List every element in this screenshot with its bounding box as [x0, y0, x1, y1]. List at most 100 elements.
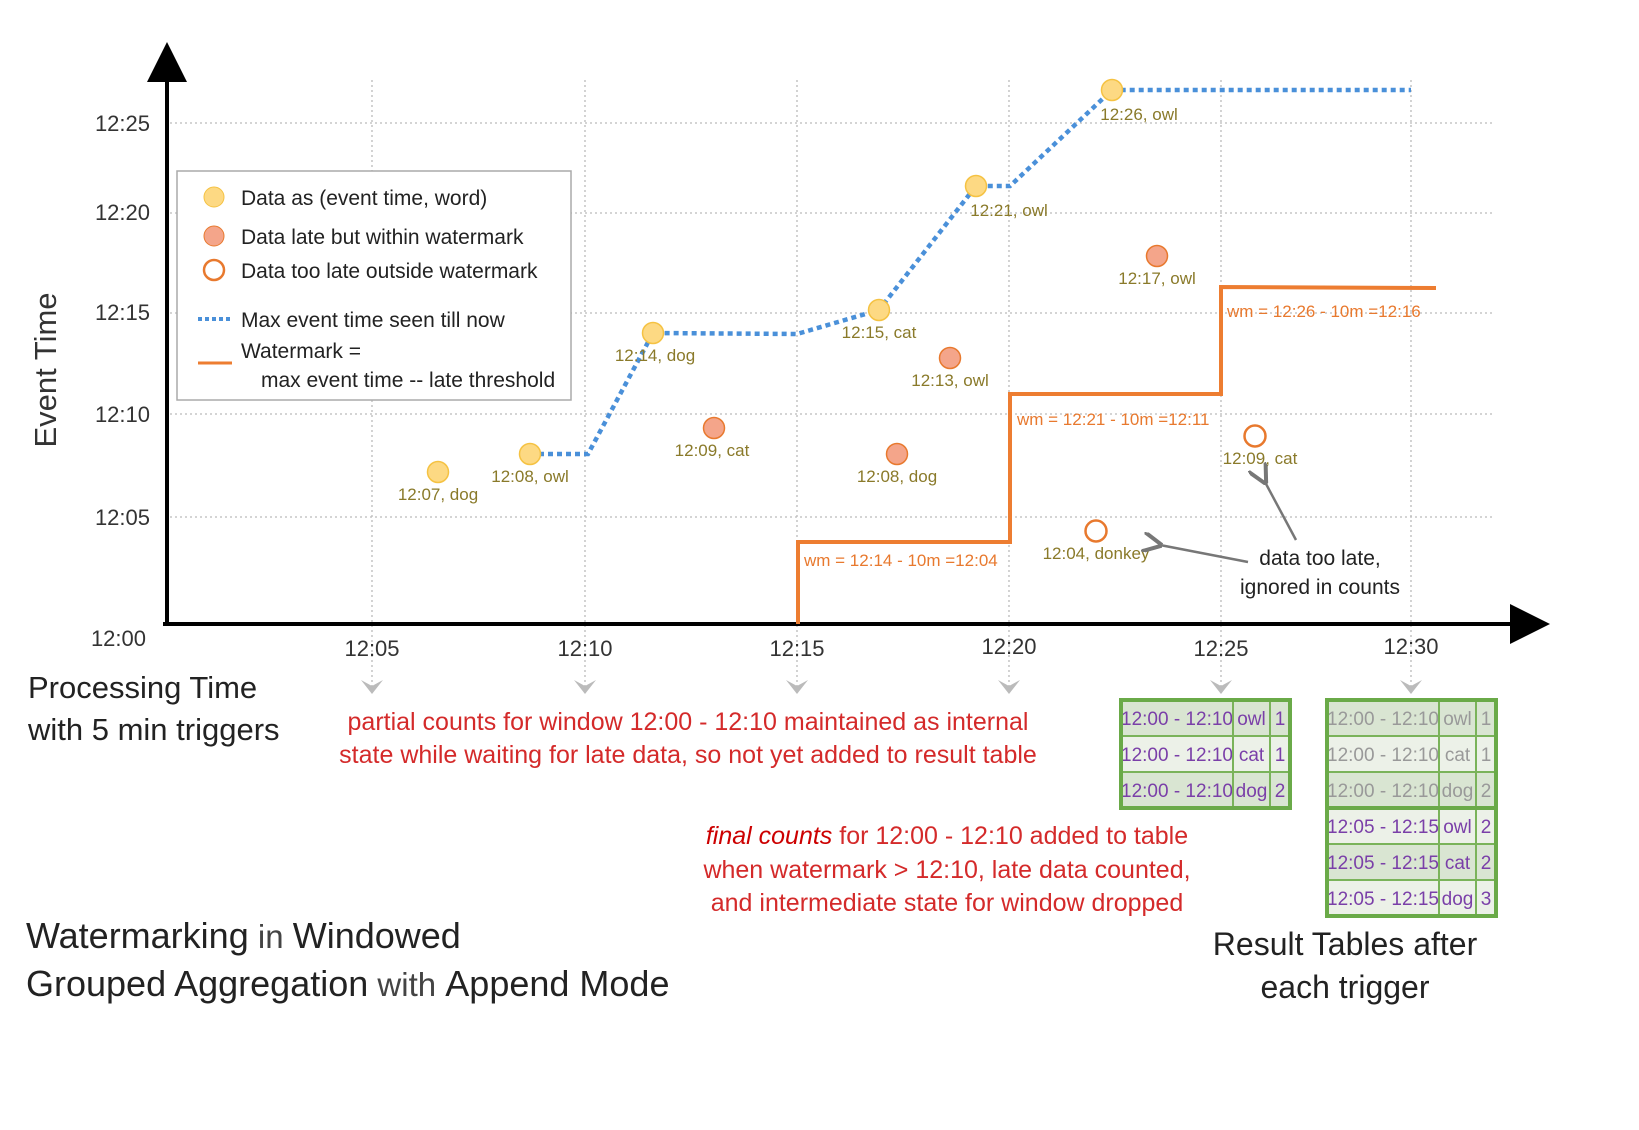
data-point-on-time	[641, 321, 665, 345]
final-counts-note-line1: final counts for 12:00 - 12:10 added to …	[706, 822, 1188, 850]
x-axis-label-line1: Processing Time	[28, 670, 257, 705]
table-cell: dog	[1236, 781, 1268, 802]
data-point-label: 12:09, cat	[675, 441, 750, 460]
table-cell: owl	[1443, 709, 1472, 730]
max-event-time-line	[530, 87, 1411, 457]
result-table-12-25: 12:00 - 12:10 owl 112:00 - 12:10 cat 112:00 …	[1119, 698, 1292, 810]
table-cell: cat	[1239, 745, 1265, 766]
data-point-late	[885, 442, 909, 466]
table-cell: 12:05 - 12:15	[1327, 853, 1439, 874]
late-data-icon	[203, 225, 225, 247]
result-table-12-30: 12:00 - 12:10 owl 112:00 - 12:10 cat 112:00 …	[1325, 698, 1498, 918]
data-point-label: 12:17, owl	[1118, 269, 1196, 288]
table-cell: 12:00 - 12:10	[1327, 745, 1439, 766]
x-axis-label-line2: with 5 min triggers	[27, 712, 280, 747]
table-cell: 12:00 - 12:10	[1121, 745, 1233, 766]
data-point-too-late	[1243, 424, 1267, 448]
watermark-label: wm = 12:26 - 10m =12:16	[1226, 302, 1421, 321]
result-caption-line1: Result Tables after	[1213, 926, 1478, 962]
x-tick: 12:20	[981, 634, 1036, 659]
annotation-arrow	[1160, 545, 1249, 564]
trigger-arrows	[361, 680, 1422, 694]
too-late-data-icon	[202, 258, 226, 282]
svg-text:Data as (event time, word): Data as (event time, word)	[241, 187, 487, 210]
y-tick: 12:05	[95, 505, 150, 530]
x-tick: 12:05	[344, 636, 399, 661]
svg-text:Max event time seen till now: Max event time seen till now	[241, 309, 506, 332]
partial-counts-note-line2: state while waiting for late data, so no…	[339, 741, 1037, 769]
data-point-on-time	[867, 298, 891, 322]
table-cell: dog	[1442, 889, 1474, 910]
table-cell: 12:00 - 12:10	[1327, 709, 1439, 730]
annotation-arrow	[1265, 482, 1298, 541]
too-late-note-line2: ignored in counts	[1240, 576, 1400, 599]
table-cell: 12:00 - 12:10	[1327, 781, 1439, 802]
y-tick: 12:00	[91, 626, 146, 651]
data-point-label: 12:09, cat	[1223, 449, 1298, 468]
data-point-late	[702, 416, 726, 440]
y-tick: 12:10	[95, 402, 150, 427]
data-point-label: 12:15, cat	[842, 323, 917, 342]
result-caption-line2: each trigger	[1261, 969, 1430, 1005]
table-row	[1326, 771, 1497, 809]
table-cell: 1	[1275, 709, 1286, 730]
data-point-on-time	[518, 442, 542, 466]
table-cell: 1	[1481, 745, 1492, 766]
table-cell: 2	[1275, 781, 1286, 802]
watermark-label: wm = 12:21 - 10m =12:11	[1016, 410, 1209, 429]
partial-counts-note-line1: partial counts for window 12:00 - 12:10 …	[348, 708, 1029, 736]
too-late-note-line1: data too late,	[1259, 547, 1380, 570]
on-time-data-icon	[203, 186, 225, 208]
x-tick-labels: 12:05 12:10 12:15 12:20 12:25 12:30	[344, 634, 1438, 661]
diagram-title-line1: Watermarking in Windowed	[26, 915, 461, 956]
data-point-on-time	[1100, 78, 1124, 102]
data-point-label: 12:13, owl	[911, 371, 989, 390]
x-tick: 12:10	[557, 636, 612, 661]
table-cell: 12:05 - 12:15	[1327, 889, 1439, 910]
y-axis-label: Event Time	[28, 292, 63, 447]
data-point-label: 12:08, owl	[491, 467, 569, 486]
table-cell: 3	[1481, 889, 1492, 910]
svg-text:Data late but within watermark: Data late but within watermark	[241, 226, 524, 249]
y-tick: 12:25	[95, 111, 150, 136]
svg-text:max event time -- late thresho: max event time -- late threshold	[261, 369, 555, 392]
data-point-late	[938, 346, 962, 370]
y-tick: 12:15	[95, 300, 150, 325]
x-tick: 12:25	[1193, 636, 1248, 661]
data-points: 12:07, dog 12:08, owl 12:14, dog 12:09, cat…	[398, 78, 1298, 563]
table-cell: 12:05 - 12:15	[1327, 817, 1439, 838]
y-tick-labels: 12:00 12:05 12:10 12:15 12:20 12:25	[91, 111, 150, 651]
data-point-on-time	[426, 460, 450, 484]
data-point-label: 12:21, owl	[970, 201, 1048, 220]
data-point-on-time	[964, 174, 988, 198]
table-cell: 12:00 - 12:10	[1121, 709, 1233, 730]
data-point-label: 12:07, dog	[398, 485, 478, 504]
data-point-label: 12:26, owl	[1100, 105, 1178, 124]
diagram-title-line2: Grouped Aggregation with Append Mode	[26, 963, 669, 1004]
watermark-label: wm = 12:14 - 10m =12:04	[803, 551, 998, 570]
table-cell: 12:00 - 12:10	[1121, 781, 1233, 802]
legend: Data as (event time, word) Data late but…	[176, 170, 572, 401]
table-cell: 1	[1275, 745, 1286, 766]
data-point-label: 12:08, dog	[857, 467, 937, 486]
x-tick: 12:30	[1383, 634, 1438, 659]
x-tick: 12:15	[769, 636, 824, 661]
data-point-label: 12:04, donkey	[1043, 544, 1150, 563]
svg-text:Watermark =: Watermark =	[241, 340, 361, 363]
table-cell: owl	[1443, 817, 1472, 838]
table-cell: 1	[1481, 709, 1492, 730]
final-counts-note-line3: and intermediate state for window droppe…	[711, 889, 1184, 917]
table-cell: dog	[1442, 781, 1474, 802]
data-point-late	[1145, 244, 1169, 268]
table-row	[1120, 735, 1291, 773]
data-point-label: 12:14, dog	[615, 346, 695, 365]
svg-text:Data too late outside watermar: Data too late outside watermark	[241, 260, 538, 283]
final-counts-note-line2: when watermark > 12:10, late data counte…	[702, 856, 1190, 884]
watermark-line	[796, 284, 1437, 624]
table-cell: 2	[1481, 817, 1492, 838]
table-cell: owl	[1237, 709, 1266, 730]
table-cell: 2	[1481, 781, 1492, 802]
table-cell: 2	[1481, 853, 1492, 874]
y-tick: 12:20	[95, 200, 150, 225]
